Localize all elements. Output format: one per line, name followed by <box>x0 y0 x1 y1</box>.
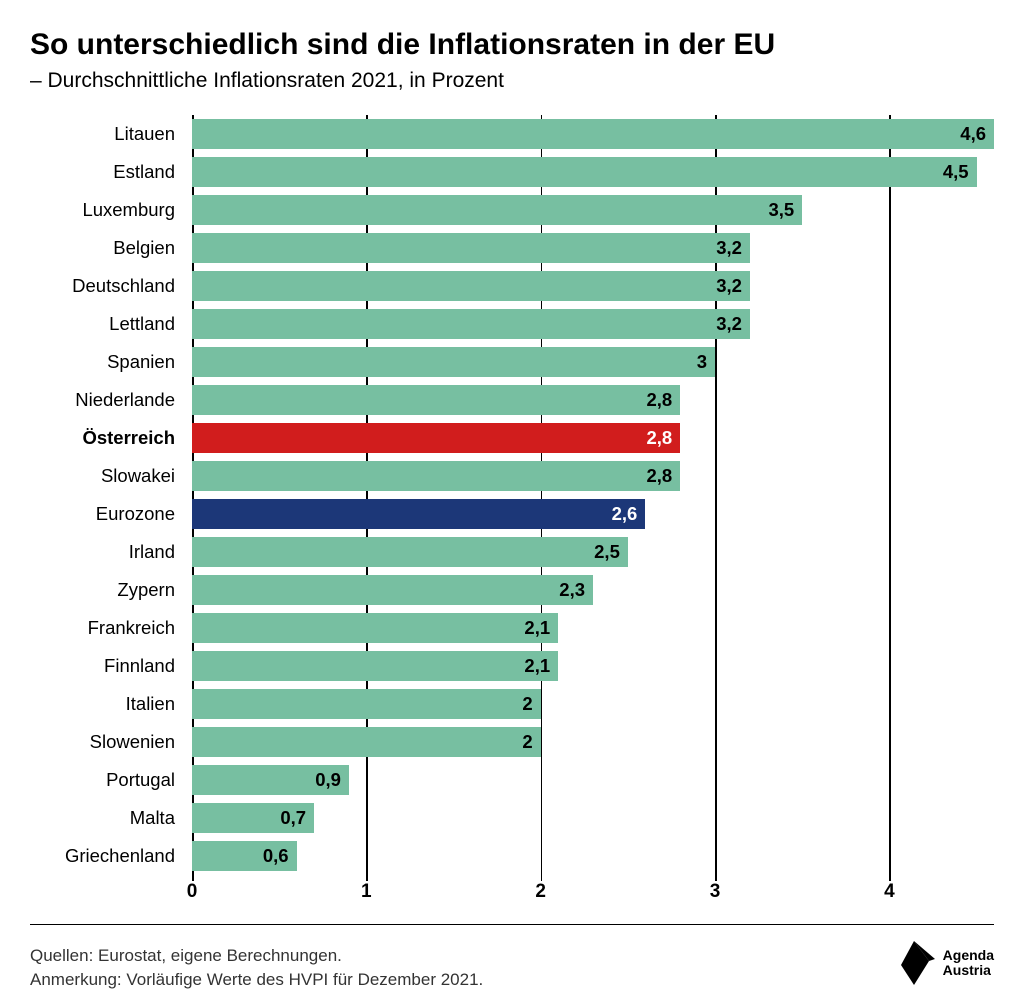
y-axis-labels: LitauenEstlandLuxemburgBelgienDeutschlan… <box>30 115 192 875</box>
value-label: 3,2 <box>716 275 750 297</box>
value-label: 0,9 <box>315 769 349 791</box>
value-label: 2,5 <box>594 541 628 563</box>
bar: 2 <box>192 727 541 757</box>
gridline <box>889 115 891 881</box>
plot-area: LitauenEstlandLuxemburgBelgienDeutschlan… <box>30 115 994 875</box>
gridline <box>541 115 543 881</box>
footer-divider <box>30 924 994 926</box>
bar: 2,6 <box>192 499 645 529</box>
category-label: Malta <box>30 799 185 837</box>
category-label: Luxemburg <box>30 191 185 229</box>
value-label: 3,2 <box>716 237 750 259</box>
category-label: Slowakei <box>30 457 185 495</box>
bar: 0,6 <box>192 841 297 871</box>
diamond-icon <box>899 939 937 987</box>
value-label: 0,6 <box>263 845 297 867</box>
value-label: 2,1 <box>524 617 558 639</box>
x-tick-label: 0 <box>187 881 198 903</box>
value-label: 2,8 <box>646 389 680 411</box>
footer-sources: Quellen: Eurostat, eigene Berechnungen. <box>30 944 483 969</box>
category-label: Frankreich <box>30 609 185 647</box>
bar: 2,5 <box>192 537 628 567</box>
footer-note: Anmerkung: Vorläufige Werte des HVPI für… <box>30 968 483 993</box>
category-label: Portugal <box>30 761 185 799</box>
value-label: 2,3 <box>559 579 593 601</box>
value-label: 2 <box>522 693 540 715</box>
bar: 3,2 <box>192 309 750 339</box>
value-label: 3 <box>697 351 715 373</box>
logo-line2: Austria <box>943 963 994 978</box>
category-label: Eurozone <box>30 495 185 533</box>
bars-area: 4,64,53,53,23,23,232,82,82,82,62,52,32,1… <box>192 115 994 875</box>
chart-subtitle: – Durchschnittliche Inflationsraten 2021… <box>30 69 994 93</box>
category-label: Lettland <box>30 305 185 343</box>
bar: 2,1 <box>192 651 558 681</box>
category-label: Slowenien <box>30 723 185 761</box>
value-label: 3,5 <box>768 199 802 221</box>
category-label: Niederlande <box>30 381 185 419</box>
category-label: Italien <box>30 685 185 723</box>
bar: 2,8 <box>192 461 680 491</box>
x-tick-label: 4 <box>884 881 895 903</box>
value-label: 4,6 <box>960 123 994 145</box>
x-tick-label: 1 <box>361 881 372 903</box>
bar: 3,2 <box>192 271 750 301</box>
footer: Quellen: Eurostat, eigene Berechnungen. … <box>30 939 994 993</box>
bar: 0,9 <box>192 765 349 795</box>
value-label: 2,1 <box>524 655 558 677</box>
value-label: 2,6 <box>612 503 646 525</box>
value-label: 3,2 <box>716 313 750 335</box>
category-label: Griechenland <box>30 837 185 875</box>
category-label: Österreich <box>30 419 185 457</box>
category-label: Zypern <box>30 571 185 609</box>
chart-container: So unterschiedlich sind die Inflationsra… <box>0 0 1024 1005</box>
bar: 2,1 <box>192 613 558 643</box>
logo-text: Agenda Austria <box>943 948 994 977</box>
footer-text: Quellen: Eurostat, eigene Berechnungen. … <box>30 944 483 993</box>
bar: 2 <box>192 689 541 719</box>
x-tick-label: 2 <box>535 881 546 903</box>
bar: 3 <box>192 347 715 377</box>
category-label: Belgien <box>30 229 185 267</box>
bar: 4,5 <box>192 157 977 187</box>
bar: 2,8 <box>192 385 680 415</box>
value-label: 0,7 <box>280 807 314 829</box>
bar: 2,3 <box>192 575 593 605</box>
category-label: Litauen <box>30 115 185 153</box>
value-label: 2 <box>522 731 540 753</box>
bar: 0,7 <box>192 803 314 833</box>
x-axis: 01234 <box>192 875 994 909</box>
category-label: Spanien <box>30 343 185 381</box>
category-label: Deutschland <box>30 267 185 305</box>
x-tick-label: 3 <box>710 881 721 903</box>
chart-area: LitauenEstlandLuxemburgBelgienDeutschlan… <box>30 115 994 909</box>
bar: 3,5 <box>192 195 802 225</box>
gridline <box>715 115 717 881</box>
logo-line1: Agenda <box>943 948 994 963</box>
category-label: Irland <box>30 533 185 571</box>
brand-logo: Agenda Austria <box>899 939 994 993</box>
bar: 2,8 <box>192 423 680 453</box>
bar: 4,6 <box>192 119 994 149</box>
category-label: Estland <box>30 153 185 191</box>
value-label: 4,5 <box>943 161 977 183</box>
gridline <box>366 115 368 881</box>
chart-title: So unterschiedlich sind die Inflationsra… <box>30 28 994 63</box>
bar: 3,2 <box>192 233 750 263</box>
category-label: Finnland <box>30 647 185 685</box>
value-label: 2,8 <box>646 465 680 487</box>
value-label: 2,8 <box>646 427 680 449</box>
